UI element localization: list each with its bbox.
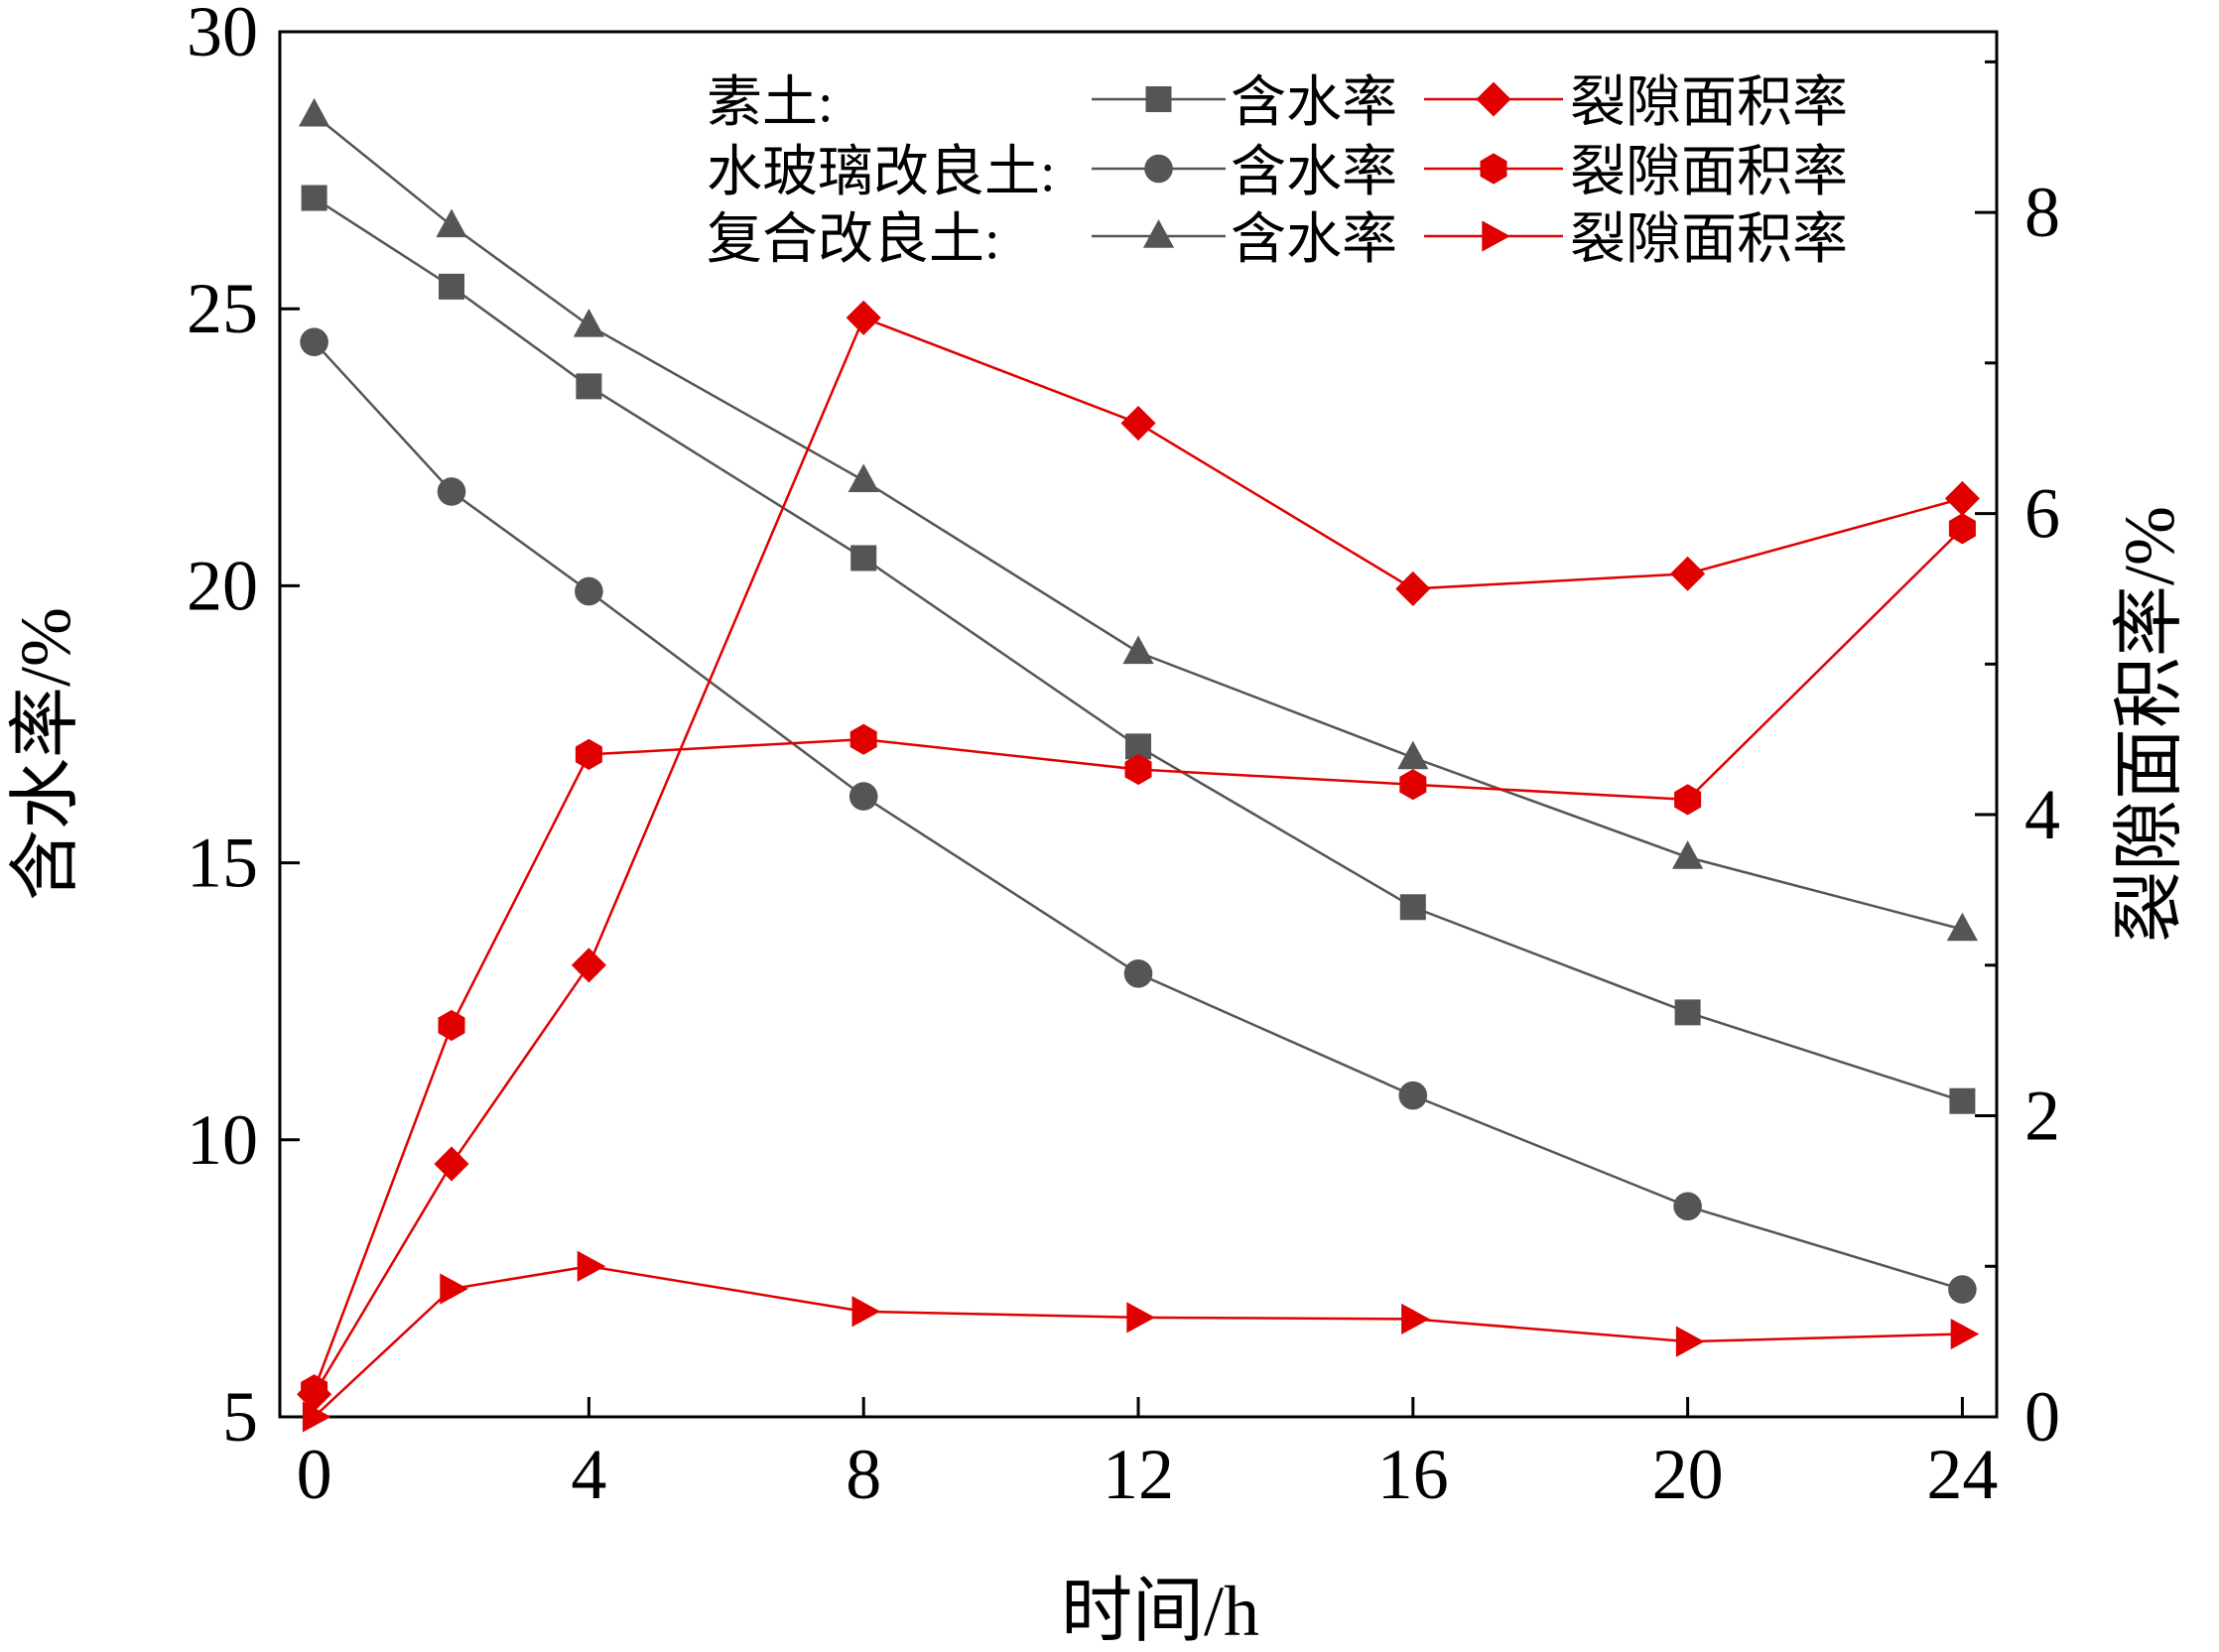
series-s4 — [297, 300, 1980, 1412]
data-point — [301, 1374, 328, 1406]
y-right-tick-label: 6 — [2024, 474, 2060, 554]
data-point — [1126, 1302, 1155, 1334]
series-line — [313, 113, 1963, 931]
legend-entry-label: 裂隙面积率 — [1570, 72, 1848, 134]
data-point — [575, 576, 603, 606]
series-s1 — [301, 185, 1976, 1114]
x-tick-label: 16 — [1377, 1435, 1449, 1514]
data-point — [1670, 556, 1706, 591]
legend-entry-label: 裂隙面积率 — [1570, 142, 1848, 203]
legend-group-label: 复合改良土: — [707, 209, 1000, 271]
data-point — [573, 309, 604, 337]
legend-marker — [1145, 86, 1172, 112]
legend-group-label: 水玻璃改良土: — [707, 142, 1056, 203]
legend-entry-label: 含水率 — [1231, 142, 1397, 203]
x-tick-label: 12 — [1103, 1435, 1174, 1514]
data-point — [1672, 840, 1704, 869]
y-left-tick-label: 20 — [187, 546, 258, 625]
x-tick-label: 24 — [1926, 1435, 1998, 1514]
series-line — [313, 196, 1963, 1102]
data-point — [437, 477, 466, 506]
series-line — [313, 340, 1963, 1291]
series-s6 — [302, 1250, 1980, 1433]
data-point — [848, 782, 878, 811]
data-point — [1120, 405, 1156, 442]
data-point — [300, 327, 328, 357]
y-right-tick-label: 2 — [2024, 1077, 2060, 1156]
y-left-tick-label: 15 — [187, 824, 258, 903]
data-point — [1401, 1303, 1430, 1334]
data-point — [1123, 958, 1153, 988]
y-left-tick-label: 10 — [187, 1100, 258, 1180]
data-point — [1124, 753, 1152, 786]
data-point — [576, 373, 602, 400]
series-line — [313, 316, 1963, 1395]
data-point — [434, 1146, 469, 1182]
data-point — [1946, 912, 1978, 942]
legend-marker — [1480, 153, 1507, 185]
data-point — [1675, 1326, 1705, 1357]
data-point — [1948, 1275, 1977, 1304]
data-point — [439, 273, 464, 300]
legend-marker — [1476, 81, 1511, 117]
data-point — [436, 208, 467, 238]
y-axis-right-title: 裂隙面积率/% — [2110, 506, 2189, 943]
legend-entry-label: 含水率 — [1231, 72, 1397, 134]
data-point — [850, 545, 877, 572]
data-point — [302, 1401, 331, 1433]
data-point — [1944, 480, 1980, 516]
legend-marker — [1144, 154, 1173, 184]
y-left-tick-label: 5 — [222, 1377, 258, 1457]
data-point — [1674, 784, 1702, 816]
data-point — [1399, 769, 1427, 801]
data-point — [438, 1009, 465, 1042]
y-left-tick-label: 30 — [187, 0, 258, 71]
y-left-tick-label: 25 — [187, 269, 258, 348]
data-point — [301, 185, 327, 211]
data-point — [1674, 999, 1701, 1026]
data-point — [848, 463, 879, 493]
data-point — [846, 300, 881, 335]
data-point — [299, 97, 330, 127]
series-line — [313, 1264, 1963, 1418]
legend-group-label: 素土: — [707, 72, 834, 134]
x-tick-label: 20 — [1652, 1435, 1724, 1514]
series-layer — [297, 97, 1980, 1433]
data-point — [571, 948, 606, 983]
data-point — [1948, 513, 1976, 545]
x-tick-label: 8 — [846, 1435, 881, 1514]
legend-marker — [1142, 219, 1175, 248]
data-point — [1949, 1087, 1976, 1114]
series-s5 — [301, 513, 1976, 1406]
data-point — [1399, 894, 1426, 921]
y-right-tick-label: 0 — [2024, 1377, 2060, 1457]
series-s2 — [300, 327, 1977, 1304]
data-point — [1950, 1318, 1980, 1350]
data-point — [1395, 571, 1431, 606]
data-point — [1673, 1192, 1702, 1221]
data-point — [1122, 635, 1154, 665]
data-point — [851, 1296, 881, 1328]
data-point — [849, 723, 877, 755]
legend-entry-label: 含水率 — [1231, 209, 1397, 271]
series-s3 — [299, 97, 1978, 942]
x-tick-label: 4 — [571, 1435, 606, 1514]
series-line — [313, 527, 1964, 1391]
y-right-tick-label: 8 — [2024, 173, 2060, 252]
y-axis-left-title: 含水率/% — [6, 607, 85, 901]
x-axis-title: 时间/h — [1061, 1572, 1259, 1651]
data-point — [575, 738, 602, 770]
y-right-tick-label: 4 — [2024, 775, 2060, 854]
data-point — [440, 1273, 468, 1305]
data-point — [1397, 740, 1429, 770]
data-point — [577, 1250, 606, 1282]
data-point — [1398, 1080, 1428, 1110]
legend-entry-label: 裂隙面积率 — [1570, 209, 1848, 271]
x-tick-label: 0 — [297, 1435, 332, 1514]
legend-marker — [1482, 220, 1510, 252]
